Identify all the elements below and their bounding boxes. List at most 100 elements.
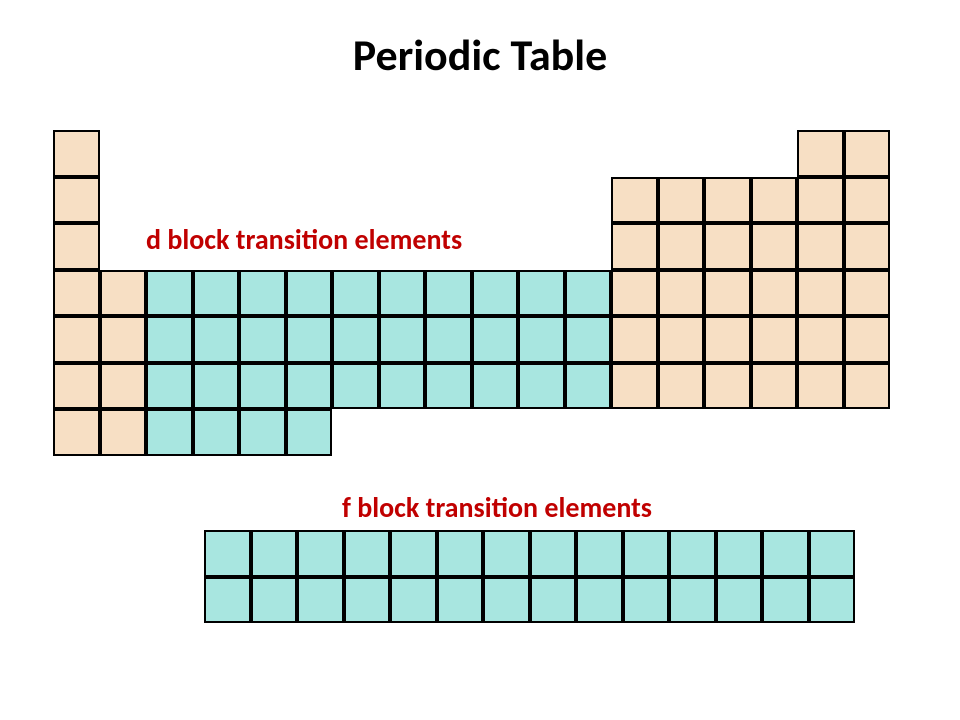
element-cell	[809, 530, 856, 577]
element-cell	[146, 409, 193, 456]
element-cell	[844, 316, 891, 363]
element-cell	[704, 177, 751, 224]
element-cell	[472, 363, 519, 410]
d-block-label: d block transition elements	[146, 222, 462, 257]
element-cell	[483, 530, 530, 577]
element-cell	[425, 316, 472, 363]
element-cell	[193, 316, 240, 363]
element-cell	[518, 270, 565, 317]
element-cell	[146, 270, 193, 317]
element-cell	[239, 270, 286, 317]
element-cell	[286, 270, 333, 317]
element-cell	[53, 130, 100, 177]
element-cell	[751, 316, 798, 363]
element-cell	[611, 270, 658, 317]
element-cell	[332, 363, 379, 410]
element-cell	[669, 530, 716, 577]
element-cell	[704, 316, 751, 363]
element-cell	[797, 363, 844, 410]
page-title: Periodic Table	[0, 28, 960, 82]
element-cell	[844, 270, 891, 317]
element-cell	[297, 530, 344, 577]
element-cell	[390, 577, 437, 624]
element-cell	[844, 177, 891, 224]
element-cell	[797, 130, 844, 177]
element-cell	[809, 577, 856, 624]
element-cell	[100, 363, 147, 410]
element-cell	[193, 270, 240, 317]
element-cell	[565, 316, 612, 363]
element-cell	[518, 363, 565, 410]
element-cell	[100, 409, 147, 456]
element-cell	[286, 316, 333, 363]
element-cell	[751, 363, 798, 410]
element-cell	[100, 316, 147, 363]
element-cell	[716, 530, 763, 577]
element-cell	[576, 530, 623, 577]
element-cell	[611, 363, 658, 410]
element-cell	[611, 316, 658, 363]
element-cell	[658, 316, 705, 363]
element-cell	[437, 530, 484, 577]
element-cell	[286, 409, 333, 456]
element-cell	[762, 577, 809, 624]
element-cell	[658, 363, 705, 410]
element-cell	[472, 316, 519, 363]
element-cell	[239, 316, 286, 363]
element-cell	[332, 316, 379, 363]
element-cell	[472, 270, 519, 317]
element-cell	[193, 409, 240, 456]
element-cell	[658, 270, 705, 317]
element-cell	[425, 270, 472, 317]
element-cell	[716, 577, 763, 624]
element-cell	[518, 316, 565, 363]
element-cell	[332, 270, 379, 317]
element-cell	[611, 177, 658, 224]
element-cell	[390, 530, 437, 577]
element-cell	[797, 270, 844, 317]
element-cell	[844, 130, 891, 177]
element-cell	[53, 363, 100, 410]
element-cell	[797, 223, 844, 270]
element-cell	[844, 223, 891, 270]
element-cell	[251, 577, 298, 624]
element-cell	[437, 577, 484, 624]
element-cell	[623, 530, 670, 577]
element-cell	[576, 577, 623, 624]
element-cell	[669, 577, 716, 624]
element-cell	[704, 363, 751, 410]
element-cell	[344, 530, 391, 577]
element-cell	[565, 363, 612, 410]
element-cell	[762, 530, 809, 577]
element-cell	[565, 270, 612, 317]
element-cell	[286, 363, 333, 410]
element-cell	[100, 270, 147, 317]
element-cell	[379, 270, 426, 317]
element-cell	[530, 530, 577, 577]
element-cell	[297, 577, 344, 624]
f-block-label: f block transition elements	[342, 490, 652, 525]
element-cell	[146, 363, 193, 410]
element-cell	[751, 223, 798, 270]
element-cell	[53, 409, 100, 456]
element-cell	[623, 577, 670, 624]
element-cell	[611, 223, 658, 270]
element-cell	[239, 363, 286, 410]
element-cell	[53, 177, 100, 224]
element-cell	[53, 270, 100, 317]
element-cell	[379, 316, 426, 363]
element-cell	[658, 177, 705, 224]
element-cell	[53, 223, 100, 270]
element-cell	[379, 363, 426, 410]
element-cell	[53, 316, 100, 363]
element-cell	[530, 577, 577, 624]
element-cell	[239, 409, 286, 456]
element-cell	[193, 363, 240, 410]
element-cell	[844, 363, 891, 410]
element-cell	[751, 270, 798, 317]
element-cell	[146, 316, 193, 363]
element-cell	[251, 530, 298, 577]
element-cell	[425, 363, 472, 410]
element-cell	[751, 177, 798, 224]
element-cell	[204, 530, 251, 577]
